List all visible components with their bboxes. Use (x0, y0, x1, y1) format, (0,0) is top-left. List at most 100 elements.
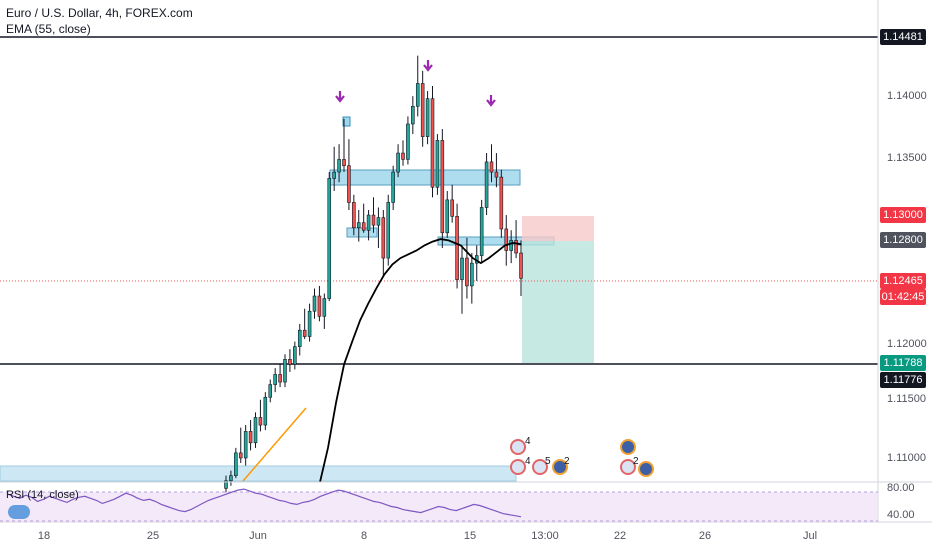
candle-body (440, 140, 445, 234)
arrow-down-icon (423, 60, 433, 72)
candle-body (391, 171, 395, 203)
candle-body (307, 310, 312, 337)
us-flag-event-icon[interactable] (510, 459, 526, 475)
candle-body (371, 214, 376, 226)
candle-body (288, 358, 292, 365)
candle-body (470, 262, 474, 287)
us-flag-event-icon[interactable] (620, 459, 636, 475)
countdown-tag: 01:42:45 (880, 289, 926, 305)
us-flag-event-icon[interactable] (532, 459, 548, 475)
candle-body (293, 346, 297, 365)
candle-body (504, 228, 509, 251)
time-tick: 22 (613, 530, 627, 542)
candle-body (420, 83, 425, 137)
event-count: 5 (545, 456, 551, 467)
candlestick-series (224, 55, 523, 494)
price-tag-current: 1.12465 (880, 273, 926, 289)
candle-body (347, 165, 351, 203)
candle-body (268, 384, 273, 398)
candle-body (415, 83, 420, 107)
candle-body (224, 480, 228, 489)
candle-body (302, 329, 307, 337)
candle-body (401, 152, 405, 160)
candle-body (450, 199, 454, 217)
price-tag-entry: 1.12800 (880, 232, 926, 248)
tradingview-logo-icon (8, 505, 30, 519)
candle-body (509, 240, 513, 251)
candle-body (386, 202, 391, 259)
ema-legend: EMA (55, close) (6, 22, 91, 36)
candle-body (322, 298, 327, 317)
chart-title: Euro / U.S. Dollar, 4h, FOREX.com (6, 6, 193, 20)
price-tag-stop: 1.13000 (880, 207, 926, 223)
candle-body (356, 222, 361, 229)
price-tick: 1.13500 (887, 152, 927, 164)
candle-body (361, 222, 366, 231)
candle-body (317, 295, 322, 317)
price-tick: 1.11500 (887, 393, 926, 405)
peak-box (342, 116, 351, 127)
event-count: 4 (525, 456, 531, 467)
candle-body (248, 431, 253, 444)
price-tag-target: 1.11788 (880, 355, 926, 371)
rsi-legend: RSI (14, close) (6, 489, 79, 501)
price-tick: 1.11000 (887, 452, 926, 464)
eu-flag-event-icon[interactable] (638, 461, 654, 477)
candle-body (238, 452, 243, 459)
candle-body (332, 171, 336, 179)
candle-body (312, 295, 317, 312)
time-tick: 13:00 (531, 530, 559, 542)
take-profit-area (522, 241, 594, 363)
candle-body (297, 329, 302, 347)
candle-body (465, 257, 469, 287)
price-tick: 1.14000 (887, 90, 927, 102)
candle-body (253, 417, 258, 444)
time-tick: 8 (360, 530, 368, 542)
candle-body (514, 240, 518, 254)
candle-body (494, 171, 499, 178)
trendline[interactable] (242, 407, 307, 482)
candle-body (445, 199, 450, 234)
candle-body (243, 431, 248, 459)
us-flag-event-icon[interactable] (510, 439, 526, 455)
candle-body (460, 257, 464, 280)
event-count: 4 (525, 436, 531, 447)
stop-loss-area (522, 216, 594, 241)
candle-body (484, 161, 489, 208)
rsi-tick: 40.00 (887, 509, 915, 521)
candle-body (283, 358, 287, 383)
time-tick: 25 (146, 530, 160, 542)
candle-body (327, 178, 332, 299)
eu-flag-event-icon[interactable] (620, 439, 636, 455)
candle-body (229, 475, 233, 482)
arrow-down-icon (486, 95, 496, 107)
candle-body (479, 207, 484, 256)
demand-zone (0, 465, 517, 482)
candle-body (499, 176, 504, 230)
candle-body (337, 159, 341, 173)
candle-body (381, 217, 386, 259)
price-tick: 1.12000 (887, 338, 927, 350)
eu-flag-event-icon[interactable] (552, 459, 568, 475)
candle-body (263, 396, 268, 426)
candle-body (366, 214, 371, 231)
candle-body (352, 202, 356, 229)
candle-body (234, 452, 238, 476)
event-count: 2 (564, 456, 570, 467)
arrow-down-icon (335, 91, 345, 103)
candle-body (435, 140, 440, 188)
candle-body (342, 159, 346, 167)
candle-body (489, 161, 494, 173)
candle-body (376, 217, 381, 226)
time-tick: Jun (249, 530, 267, 542)
candle-body (425, 98, 430, 137)
candle-body (411, 105, 415, 125)
time-tick: Jul (802, 530, 818, 542)
candle-body (519, 252, 523, 279)
time-tick: 26 (698, 530, 712, 542)
ema-line (319, 238, 522, 483)
price-tag-support: 1.11776 (880, 372, 926, 388)
candle-body (455, 216, 459, 280)
candle-body (258, 417, 263, 426)
